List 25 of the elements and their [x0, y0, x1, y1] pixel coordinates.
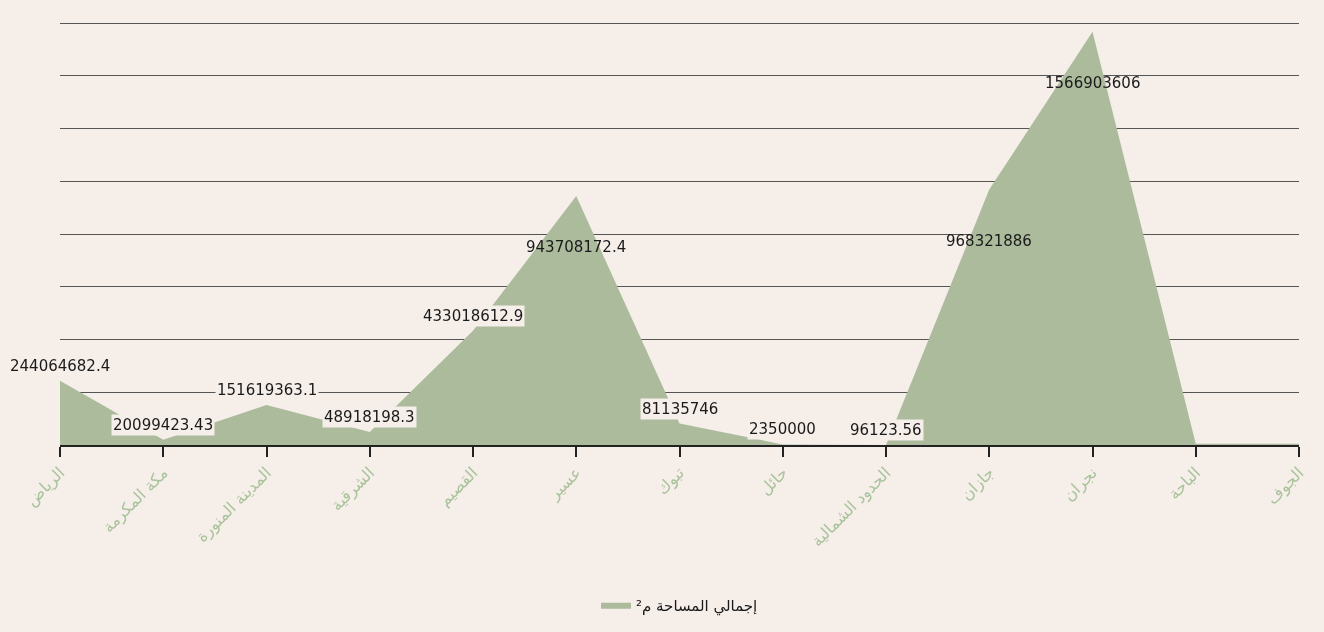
data-label: 2350000 [749, 420, 816, 438]
x-tick-label: المدينة المنورة [192, 463, 276, 547]
x-tick-label: نجران [1059, 463, 1102, 506]
x-tick-label: الحدود الشمالية [807, 463, 896, 551]
data-label: 151619363.1 [217, 381, 318, 399]
x-tick-label: الرياض [21, 463, 70, 511]
data-label: 96123.56 [850, 421, 922, 439]
data-label: 433018612.9 [423, 307, 524, 325]
x-tick-label: حائل [755, 463, 792, 499]
data-label: 81135746 [642, 400, 719, 418]
x-tick-label: الباحة [1164, 463, 1205, 504]
legend-label: إجمالي المساحة م² [636, 596, 758, 616]
x-tick-label: القصيم [434, 463, 482, 510]
data-label: 968321886 [946, 232, 1032, 250]
data-label: 48918198.3 [324, 408, 415, 426]
data-label: 20099423.43 [113, 416, 214, 434]
x-tick-label: مكة المكرمة [98, 463, 173, 538]
x-tick-label: الشرقية [326, 463, 379, 516]
data-label: 1566903606 [1045, 74, 1141, 92]
x-tick-label: الجوف [1262, 463, 1309, 509]
x-tick-label: جازان [956, 463, 999, 505]
x-tick-label: عسير [544, 463, 586, 505]
data-label: 244064682.4 [10, 357, 111, 375]
x-tick-label: تبوك [652, 463, 689, 500]
data-label: 943708172.4 [526, 238, 627, 256]
